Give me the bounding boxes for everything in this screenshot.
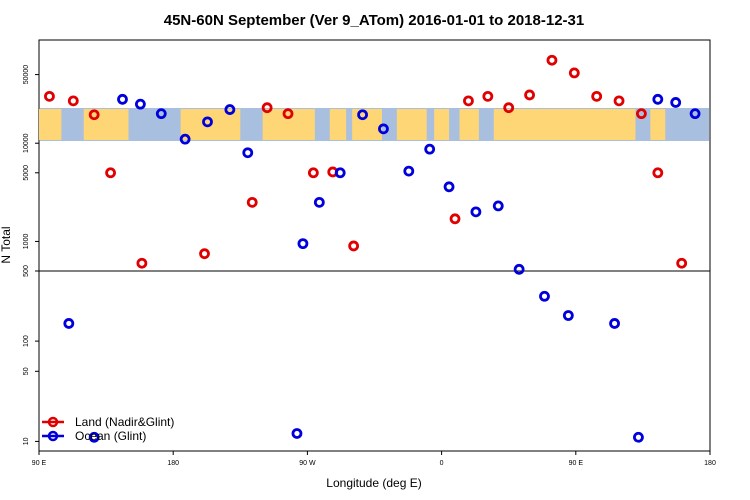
y-axis: 500 1000 5000 10000 50000 10 50 100 xyxy=(23,65,39,445)
ocean-point xyxy=(313,196,325,208)
land-area xyxy=(650,109,666,140)
ocean-point xyxy=(334,167,346,179)
land-area xyxy=(396,109,427,140)
y-tick-label: 10000 xyxy=(23,133,30,153)
ocean-point xyxy=(670,97,682,108)
ocean-point xyxy=(633,431,644,443)
land-point xyxy=(449,213,461,225)
y-tick-label: 10 xyxy=(23,437,30,445)
x-tick-label: 90 W xyxy=(299,460,316,467)
land-point xyxy=(652,167,664,179)
x-tick-label: 90 E xyxy=(569,460,584,467)
ocean-point xyxy=(291,428,303,439)
land-point xyxy=(67,95,79,107)
ocean-point xyxy=(155,108,167,120)
y-tick-label: 50 xyxy=(23,367,30,375)
legend-marker-land xyxy=(47,416,59,428)
chart-title: 45N-60N September (Ver 9_ATom) 2016-01-0… xyxy=(164,12,584,29)
land-point xyxy=(524,89,535,101)
land-point xyxy=(348,240,360,252)
ocean-point xyxy=(492,200,504,212)
ocean-point xyxy=(297,238,309,250)
ocean-point xyxy=(224,104,236,115)
ocean-point xyxy=(63,318,75,329)
land-point xyxy=(282,108,294,120)
land-point xyxy=(199,248,210,260)
world-map-band xyxy=(39,108,709,141)
legend: Land (Nadir&Glint) Ocean (Glint) xyxy=(42,415,174,443)
land-point xyxy=(503,102,515,114)
y-tick-label: 100 xyxy=(23,335,30,347)
land-point xyxy=(136,257,148,269)
land-point xyxy=(88,109,100,121)
x-tick-label: 180 xyxy=(704,460,716,467)
land-point xyxy=(261,102,273,114)
land-point xyxy=(482,90,494,102)
land-point xyxy=(636,108,647,120)
y-tick-label: 5000 xyxy=(23,165,30,181)
land-point xyxy=(307,167,319,179)
ocean-point xyxy=(179,133,191,145)
ocean-point xyxy=(117,93,128,105)
ocean-point xyxy=(513,263,525,275)
y-tick-label: 50000 xyxy=(23,65,30,85)
data-points xyxy=(44,54,701,443)
land-area xyxy=(434,109,450,140)
land-area xyxy=(459,109,479,140)
x-axis: 90 E 180 90 W 0 90 E 180 xyxy=(32,451,716,467)
ocean-point xyxy=(202,116,213,128)
ocean-point xyxy=(470,206,482,218)
ocean-point xyxy=(539,290,550,302)
y-tick-label: 500 xyxy=(23,265,30,277)
ocean-point xyxy=(378,123,389,135)
land-point xyxy=(568,67,580,79)
land-point xyxy=(546,54,558,66)
land-point xyxy=(463,95,474,107)
land-area xyxy=(39,109,62,140)
x-tick-label: 0 xyxy=(440,460,444,467)
ocean-point xyxy=(652,93,664,105)
ocean-point xyxy=(424,143,436,155)
x-axis-label: Longitude (deg E) xyxy=(326,476,421,490)
land-point xyxy=(613,95,625,107)
ocean-point xyxy=(242,147,254,159)
ocean-point xyxy=(562,310,574,321)
plot-frame xyxy=(38,39,711,452)
x-tick-label: 90 E xyxy=(32,460,47,467)
land-point xyxy=(246,196,258,208)
land-point xyxy=(676,257,688,269)
land-point xyxy=(44,90,55,102)
land-area xyxy=(262,109,315,140)
land-point xyxy=(105,167,116,179)
y-tick-label: 1000 xyxy=(23,234,30,250)
ocean-point xyxy=(357,109,368,121)
ocean-point xyxy=(609,318,620,329)
legend-label-ocean: Ocean (Glint) xyxy=(75,429,146,443)
ocean-point xyxy=(443,181,455,193)
ocean-point xyxy=(403,165,415,177)
legend-marker-ocean xyxy=(47,430,59,442)
x-tick-label: 180 xyxy=(167,460,179,467)
ocean-point xyxy=(689,108,701,120)
land-point xyxy=(591,90,603,102)
legend-label-land: Land (Nadir&Glint) xyxy=(75,415,174,429)
ocean-point xyxy=(134,98,146,110)
y-axis-label: N Total xyxy=(0,226,13,263)
land-area xyxy=(493,109,636,140)
ocean-point xyxy=(88,431,100,443)
land-area xyxy=(329,109,347,140)
